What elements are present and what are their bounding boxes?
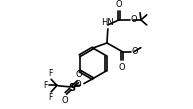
Text: HN: HN [101, 18, 113, 27]
Text: O: O [132, 47, 138, 56]
Text: F: F [43, 81, 47, 90]
Text: O: O [76, 70, 83, 79]
Text: O: O [61, 96, 68, 105]
Text: F: F [48, 69, 52, 78]
Text: O: O [116, 0, 122, 9]
Text: F: F [48, 93, 52, 102]
Text: O: O [130, 15, 137, 24]
Text: O: O [119, 63, 126, 72]
Text: O: O [75, 80, 81, 89]
Text: S: S [68, 83, 75, 93]
